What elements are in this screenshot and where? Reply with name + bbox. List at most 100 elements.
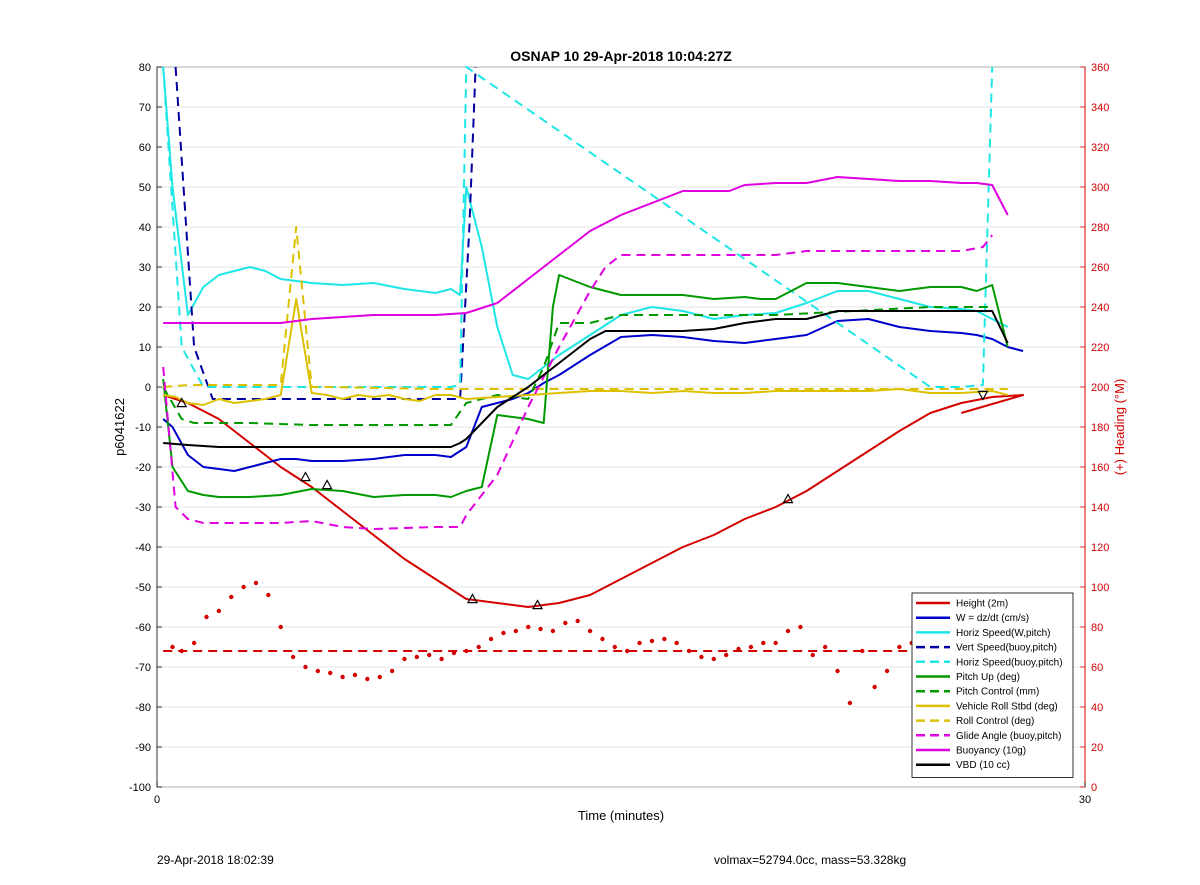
y-tick-label: 60 <box>139 142 151 154</box>
y-tick-label: 0 <box>145 382 151 394</box>
heading-point <box>179 648 184 654</box>
legend-label: Height (2m) <box>956 599 1008 610</box>
y-tick-label: -40 <box>135 542 151 554</box>
series-line-roll <box>163 298 1008 406</box>
y2-tick-label: 240 <box>1091 302 1109 314</box>
heading-point <box>229 594 234 600</box>
series-lines <box>162 66 1025 608</box>
series-line-vspeed_bp <box>174 66 477 400</box>
y2-tick-label: 40 <box>1091 702 1103 714</box>
y-tick-label: 30 <box>139 262 151 274</box>
heading-point <box>575 618 580 624</box>
legend-label: Buoyancy (10g) <box>956 746 1026 757</box>
heading-point <box>315 668 321 674</box>
series-line-roll_ctrl <box>163 226 1008 390</box>
y2-tick-label: 360 <box>1091 62 1109 74</box>
heading-point <box>686 648 692 654</box>
heading-point <box>352 672 358 678</box>
heading-point <box>637 640 642 646</box>
legend-label: Vert Speed(buoy,pitch) <box>956 643 1057 654</box>
x-tick-label: 0 <box>154 794 160 806</box>
legend: Height (2m) W = dz/dt (cm/s) Horiz Speed(W… <box>911 592 1074 778</box>
y2-tick-label: 200 <box>1091 382 1109 394</box>
heading-point <box>253 580 259 586</box>
series-line-vbd <box>163 310 1009 448</box>
y-tick-label: -90 <box>135 742 151 754</box>
series-line-pitch_ctrl <box>162 306 993 426</box>
y-tick-label: -100 <box>129 782 151 794</box>
triangle-up-marker <box>299 471 312 482</box>
heading-point <box>847 700 853 706</box>
heading-point <box>649 638 655 644</box>
y2-tick-label: 160 <box>1091 462 1109 474</box>
y2-tick-label: 140 <box>1091 502 1109 514</box>
triangle-up-marker <box>531 599 544 610</box>
heading-point <box>328 670 333 676</box>
heading-point <box>501 630 506 636</box>
y2-tick-label: 60 <box>1091 662 1103 674</box>
left-y-axis-ticks: 80 70 60 50 40 30 20 10 0 -10 -20 -30 -40 -50 -60 -70 -8… <box>129 62 162 794</box>
heading-point <box>464 648 469 654</box>
y2-tick-label: 180 <box>1091 422 1109 434</box>
y-axis-label: p6041622 <box>112 398 127 456</box>
footer-timestamp: 29-Apr-2018 18:02:39 <box>157 853 274 867</box>
legend-label: Horiz Speed(W,pitch) <box>956 628 1050 639</box>
heading-point <box>241 584 246 590</box>
heading-point <box>451 650 457 656</box>
series-line-hspeed <box>162 66 1009 380</box>
heading-point <box>488 636 494 642</box>
heading-point <box>170 644 175 650</box>
heading-point <box>513 628 519 634</box>
heading-point <box>290 654 296 660</box>
heading-point <box>538 626 543 632</box>
heading-point <box>748 644 754 650</box>
y-tick-label: -10 <box>135 422 151 434</box>
heading-point <box>414 654 420 660</box>
heading-point <box>860 648 865 654</box>
y2-tick-label: 80 <box>1091 622 1103 634</box>
legend-label: Roll Control (deg) <box>956 716 1034 727</box>
triangle-up-marker <box>321 479 333 490</box>
right-y-axis-ticks: 3603403203002802602402202001801601401201… <box>1080 62 1109 794</box>
y-tick-label: -50 <box>135 582 151 594</box>
legend-label: Vehicle Roll Stbd (deg) <box>956 701 1058 712</box>
heading-point <box>612 644 618 650</box>
y2-tick-label: 20 <box>1091 742 1103 754</box>
heading-point <box>699 654 704 660</box>
y2-tick-label: 340 <box>1091 102 1109 114</box>
series-line-hspeed_bp <box>162 66 994 388</box>
heading-point <box>563 620 568 626</box>
legend-label: Glide Angle (buoy,pitch) <box>956 731 1061 742</box>
chart-title: OSNAP 10 29-Apr-2018 10:04:27Z <box>510 48 732 64</box>
heading-point <box>402 656 407 662</box>
y-tick-label: -20 <box>135 462 151 474</box>
heading-point <box>884 668 890 674</box>
heading-point <box>711 656 716 662</box>
heading-point <box>835 668 840 674</box>
x-axis-label: Time (minutes) <box>578 808 664 823</box>
heading-point <box>897 644 902 650</box>
heading-point <box>365 676 370 682</box>
heading-point <box>476 644 481 650</box>
legend-label: W = dz/dt (cm/s) <box>956 613 1029 624</box>
heading-point <box>427 652 432 658</box>
y-tick-label: -60 <box>135 622 151 634</box>
y-tick-label: 20 <box>139 302 151 314</box>
heading-point <box>761 640 766 646</box>
y2-tick-label: 260 <box>1091 262 1109 274</box>
heading-point <box>624 648 630 654</box>
triangle-up-marker <box>176 397 188 408</box>
series-line-buoyancy <box>163 176 1009 324</box>
heading-point <box>526 624 531 630</box>
y-tick-label: 70 <box>139 102 151 114</box>
y2-tick-label: 120 <box>1091 542 1109 554</box>
markers <box>176 390 989 610</box>
y2-tick-label: 0 <box>1091 782 1097 794</box>
legend-label: Pitch Control (mm) <box>956 687 1039 698</box>
y2-tick-label: 320 <box>1091 142 1109 154</box>
y2-tick-label: 300 <box>1091 182 1109 194</box>
heading-point <box>266 592 271 598</box>
heading-point <box>798 624 803 630</box>
heading-point <box>872 684 877 690</box>
